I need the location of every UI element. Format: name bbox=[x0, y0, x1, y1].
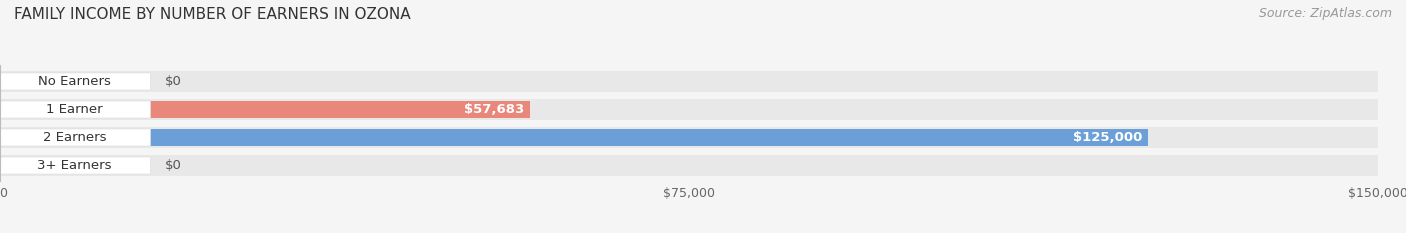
Text: No Earners: No Earners bbox=[38, 75, 111, 88]
Text: 1 Earner: 1 Earner bbox=[46, 103, 103, 116]
Text: 2 Earners: 2 Earners bbox=[42, 131, 107, 144]
Text: FAMILY INCOME BY NUMBER OF EARNERS IN OZONA: FAMILY INCOME BY NUMBER OF EARNERS IN OZ… bbox=[14, 7, 411, 22]
Text: $0: $0 bbox=[165, 75, 181, 88]
Text: $125,000: $125,000 bbox=[1073, 131, 1143, 144]
Bar bbox=[0, 129, 1149, 146]
FancyBboxPatch shape bbox=[0, 157, 150, 174]
Text: 3+ Earners: 3+ Earners bbox=[37, 159, 111, 172]
Text: $0: $0 bbox=[165, 159, 181, 172]
Text: $57,683: $57,683 bbox=[464, 103, 524, 116]
Bar bbox=[0, 155, 1378, 176]
Bar bbox=[0, 127, 1378, 147]
Bar bbox=[0, 99, 1378, 120]
FancyBboxPatch shape bbox=[0, 129, 150, 146]
FancyBboxPatch shape bbox=[0, 101, 150, 118]
Bar bbox=[0, 71, 1378, 92]
Bar bbox=[0, 101, 530, 118]
Text: Source: ZipAtlas.com: Source: ZipAtlas.com bbox=[1258, 7, 1392, 20]
FancyBboxPatch shape bbox=[0, 73, 150, 90]
